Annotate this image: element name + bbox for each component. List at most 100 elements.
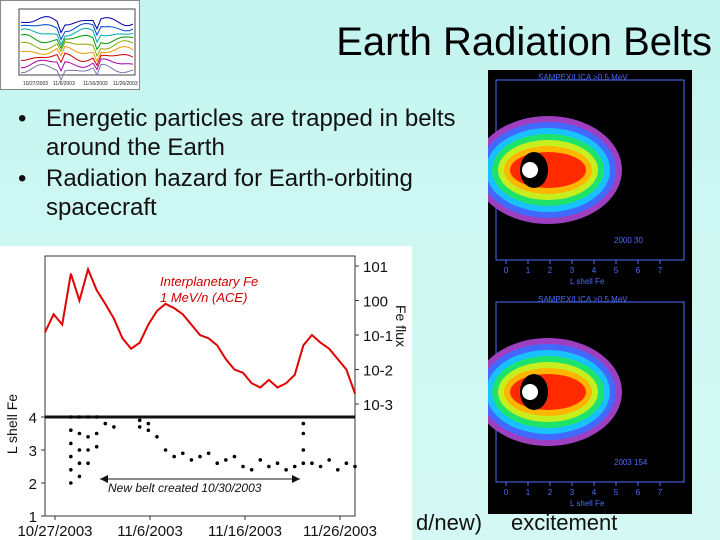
- belt-point: [335, 468, 340, 472]
- fe-series-line: [44, 266, 356, 394]
- belt-point: [94, 431, 99, 436]
- belt-point: [318, 464, 323, 469]
- belt-point: [77, 415, 82, 419]
- mini-panel-tick-label: 4: [592, 266, 597, 275]
- belt-point: [267, 464, 271, 469]
- chart-plot-area: [44, 255, 356, 517]
- x-axis-tick-label: 11/26/2003: [303, 523, 377, 540]
- left-axis-tick-label: 4: [29, 410, 37, 427]
- belt-point: [258, 458, 263, 462]
- belt-point: [249, 468, 254, 472]
- thumbnail-plot: 10/27/2003 11/6/2003 11/16/2003 11/26/2003: [0, 0, 140, 90]
- slide-title: Earth Radiation Belts: [336, 20, 712, 64]
- x-axis-tick-label: 11/16/2003: [208, 523, 282, 540]
- belt-point: [327, 458, 331, 462]
- belt-point: [344, 461, 349, 465]
- belt-point: [301, 448, 306, 452]
- mini-panel-footer: 2003 154: [614, 458, 648, 467]
- belt-point: [86, 435, 90, 439]
- belt-point: [86, 448, 90, 452]
- bullet-list: • Energetic particles are trapped in bel…: [18, 104, 488, 224]
- right-axis-label: Fe flux: [393, 305, 409, 347]
- mini-panel-tick-label: 3: [570, 488, 575, 497]
- bullet-item: • Energetic particles are trapped in bel…: [18, 104, 488, 162]
- fe-annotation-sub: 1 MeV/n (ACE): [160, 290, 247, 305]
- mini-panel-tick-label: 2: [548, 488, 553, 497]
- left-axis-label: L shell Fe: [4, 394, 20, 454]
- mini-panel-tick-label: 5: [614, 488, 619, 497]
- belt-point: [189, 458, 194, 462]
- mini-panel-x-label: L shell Fe: [570, 277, 605, 286]
- mini-panel-tick-label: 1: [526, 266, 531, 275]
- belt-point: [112, 425, 116, 429]
- mini-panel-tick-label: 6: [636, 488, 641, 497]
- belt-point: [77, 448, 82, 452]
- thumbnail-series-line: [20, 40, 134, 58]
- belt-point: [69, 415, 73, 419]
- thumbnail-x-label: 11/6/2003: [53, 81, 75, 87]
- belt-point: [86, 415, 90, 419]
- x-axis-tick-label: 10/27/2003: [17, 523, 92, 540]
- mini-panel-footer: 2000 30: [614, 236, 643, 245]
- belt-annotation-arrow-left: [100, 475, 108, 483]
- thumbnail-series-line: [20, 45, 134, 63]
- belt-point: [353, 464, 357, 469]
- mini-panel-tick-label: 6: [636, 266, 641, 275]
- belt-point: [241, 464, 245, 469]
- belt-point: [69, 468, 73, 472]
- mini-panel-tick-label: 7: [658, 488, 663, 497]
- belt-point: [94, 444, 99, 449]
- mini-panel-x-label: L shell Fe: [570, 499, 605, 508]
- mini-panel-tick-label: 7: [658, 266, 663, 275]
- mini-panel-header: SAMPEX/LICA >0.5 MeV: [538, 73, 628, 82]
- belt-point: [77, 461, 82, 465]
- bullet-text: Energetic particles are trapped in belts…: [46, 105, 456, 161]
- mini-panel-tick-label: 2: [548, 266, 553, 275]
- belt-point: [310, 461, 314, 465]
- thumbnail-x-label: 11/26/2003: [113, 81, 138, 87]
- belt-point: [163, 448, 168, 452]
- belt-point: [224, 458, 228, 462]
- belt-point: [301, 431, 306, 436]
- belt-point: [215, 461, 220, 465]
- belt-point: [275, 461, 280, 465]
- bottom-fragment-text: d/new): [416, 510, 483, 535]
- thumbnail-series-line: [20, 27, 134, 46]
- belt-point: [77, 474, 82, 479]
- thumbnail-series-line: [20, 58, 134, 72]
- belt-point: [94, 415, 99, 419]
- belt-point: [69, 441, 73, 446]
- earth-core: [522, 384, 538, 400]
- belt-point: [301, 461, 306, 465]
- belt-point: [172, 454, 176, 459]
- belt-annotation: New belt created 10/30/2003: [108, 481, 262, 495]
- belt-point: [69, 428, 73, 432]
- thumbnail-series-line: [20, 52, 134, 67]
- belt-point: [206, 451, 211, 456]
- belt-point: [86, 461, 90, 465]
- belt-point: [77, 431, 82, 436]
- thumbnail-series-line: [20, 33, 134, 51]
- thumbnail-series-line: [20, 16, 134, 34]
- bullet-dot: •: [18, 105, 27, 132]
- thumbnail-series-line: [20, 23, 134, 41]
- belt-point: [146, 428, 151, 432]
- mini-panel-tick-label: 5: [614, 266, 619, 275]
- belt-annotation-arrow-right: [292, 475, 300, 483]
- belt-point: [292, 464, 297, 469]
- bullet-item: • Radiation hazard for Earth-orbiting sp…: [18, 164, 488, 222]
- right-axis-tick-label: 10-3: [363, 397, 393, 414]
- belt-point: [198, 454, 202, 459]
- belt-point: [69, 481, 73, 485]
- belt-point: [137, 425, 142, 429]
- mini-panel-tick-label: 1: [526, 488, 531, 497]
- mini-panel-tick-label: 3: [570, 266, 575, 275]
- belt-point: [146, 421, 151, 426]
- mini-panel-header: SAMPEX/LICA >0.5 MeV: [538, 295, 628, 304]
- belt-point: [155, 435, 159, 439]
- bullet-text: Radiation hazard for Earth-orbiting spac…: [46, 165, 413, 221]
- right-axis-tick-label: 101: [363, 259, 388, 276]
- fe-annotation: Interplanetary Fe: [160, 274, 258, 289]
